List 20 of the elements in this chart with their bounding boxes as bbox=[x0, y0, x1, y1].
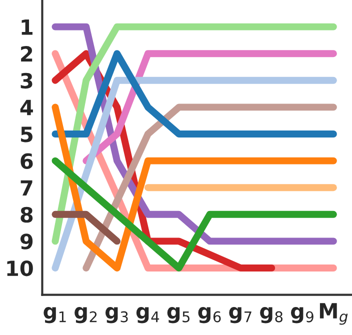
x-tick-label: g$_{6}$ bbox=[198, 307, 221, 324]
x-tick-label: g$_{4}$ bbox=[136, 307, 160, 324]
y-tick-label: 5 bbox=[21, 126, 32, 142]
x-tick-label: g$_{3}$ bbox=[105, 307, 128, 324]
x-tick-label: g$_{2}$ bbox=[74, 307, 97, 324]
x-tick-label: g$_{5}$ bbox=[167, 307, 190, 324]
x-tick-label: M$_{g}$ bbox=[320, 303, 348, 325]
y-tick-label: 7 bbox=[20, 180, 32, 196]
x-tick-label: g$_{7}$ bbox=[229, 307, 252, 324]
x-tick-label: g$_{8}$ bbox=[260, 307, 283, 324]
y-tick-label: 9 bbox=[20, 234, 33, 250]
y-tick-label: 10 bbox=[7, 260, 33, 276]
y-tick-label: 8 bbox=[20, 206, 33, 223]
x-tick-label: g$_{1}$ bbox=[44, 307, 66, 324]
y-tick-label: 6 bbox=[20, 153, 33, 170]
x-tick-label: g$_{9}$ bbox=[290, 307, 314, 324]
y-tick-label: 1 bbox=[22, 20, 32, 35]
y-tick-label: 4 bbox=[20, 100, 33, 116]
y-tick-label: 3 bbox=[20, 72, 32, 89]
y-tick-label: 2 bbox=[21, 46, 32, 62]
